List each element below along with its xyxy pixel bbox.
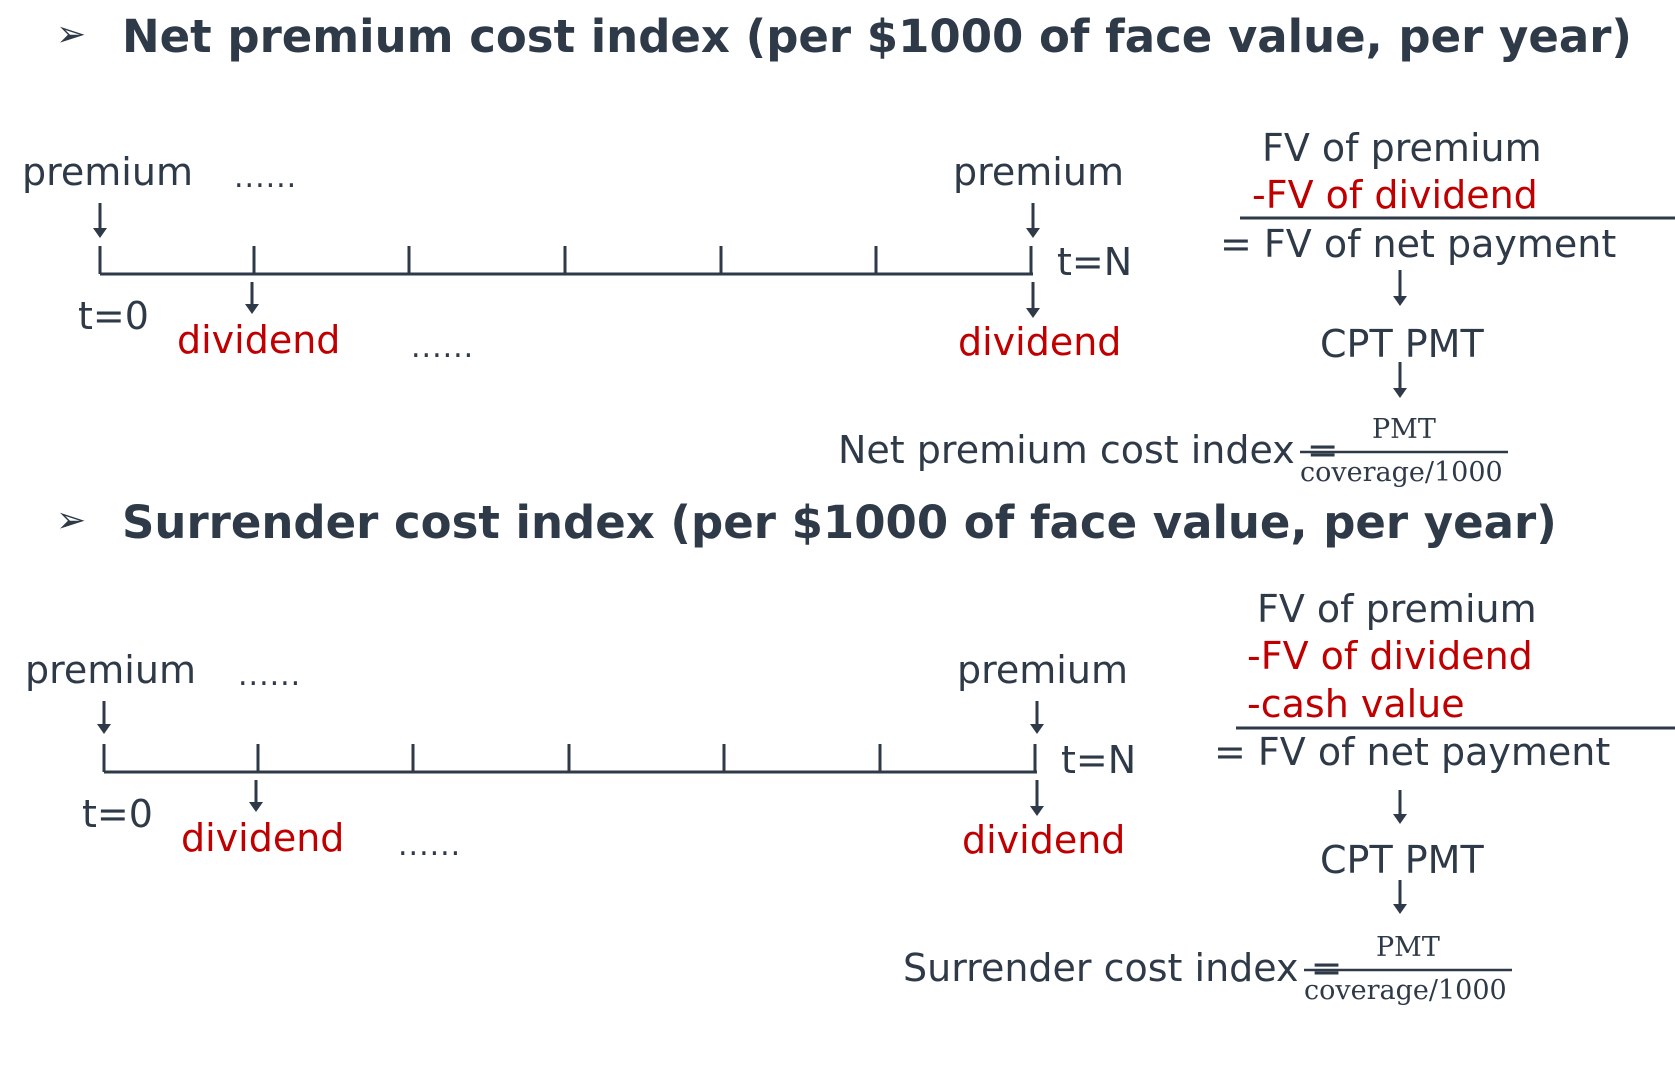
formula-numerator: PMT bbox=[1376, 932, 1440, 963]
ellipsis-bottom: ...... bbox=[411, 330, 475, 365]
formula-label-surrender: Surrender cost index = bbox=[903, 946, 1343, 990]
bullet-arrow-icon: ➢ bbox=[56, 500, 87, 541]
calc-fv-dividend: -FV of dividend bbox=[1247, 634, 1533, 678]
formula-denominator: coverage/1000 bbox=[1300, 457, 1503, 488]
tN-label: t=N bbox=[1057, 240, 1133, 284]
ellipsis-top: ...... bbox=[238, 658, 302, 693]
calc-cpt-pmt: CPT PMT bbox=[1320, 838, 1484, 882]
formula-numerator: PMT bbox=[1372, 414, 1436, 445]
section-title-surrender: Surrender cost index (per $1000 of face … bbox=[122, 496, 1557, 549]
dividend-label-start: dividend bbox=[177, 318, 341, 362]
formula-denominator: coverage/1000 bbox=[1304, 975, 1507, 1006]
premium-label-end: premium bbox=[953, 150, 1124, 194]
bullet-arrow-icon: ➢ bbox=[56, 14, 87, 55]
ellipsis-bottom: ...... bbox=[398, 828, 462, 863]
calc-fv-net-payment: = FV of net payment bbox=[1214, 730, 1611, 774]
calc-cash-value: -cash value bbox=[1247, 682, 1465, 726]
premium-label-end: premium bbox=[957, 648, 1128, 692]
t0-label: t=0 bbox=[82, 792, 153, 836]
formula-label-net-premium: Net premium cost index = bbox=[838, 428, 1339, 472]
calc-fv-net-payment: = FV of net payment bbox=[1220, 222, 1617, 266]
dividend-label-end: dividend bbox=[962, 818, 1126, 862]
section-title-net-premium: Net premium cost index (per $1000 of fac… bbox=[122, 10, 1632, 63]
ellipsis-top: ...... bbox=[234, 160, 298, 195]
tN-label: t=N bbox=[1061, 738, 1137, 782]
calc-fv-dividend: -FV of dividend bbox=[1252, 173, 1538, 217]
dividend-label-end: dividend bbox=[958, 320, 1122, 364]
premium-label-start: premium bbox=[25, 648, 196, 692]
calc-fv-premium: FV of premium bbox=[1257, 587, 1537, 631]
t0-label: t=0 bbox=[78, 294, 149, 338]
dividend-label-start: dividend bbox=[181, 816, 345, 860]
calc-cpt-pmt: CPT PMT bbox=[1320, 322, 1484, 366]
premium-label-start: premium bbox=[22, 150, 193, 194]
calc-fv-premium: FV of premium bbox=[1262, 126, 1542, 170]
